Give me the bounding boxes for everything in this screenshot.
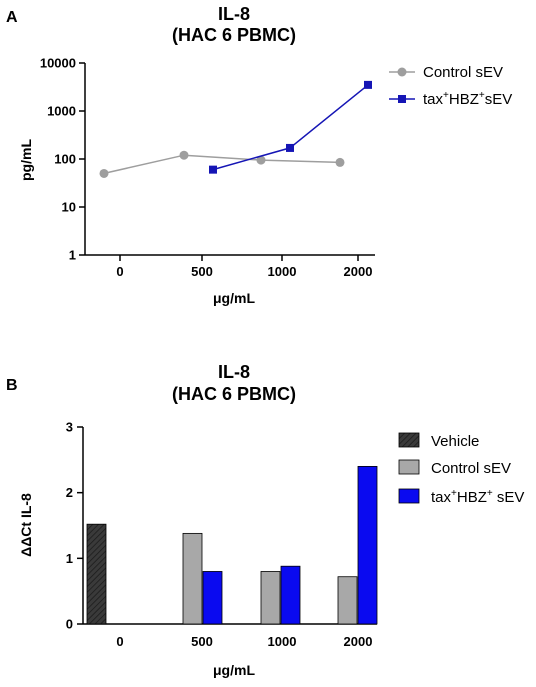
chart-a-xtick-label: 500 bbox=[191, 264, 213, 279]
chart-a-point bbox=[209, 165, 217, 174]
chart-a-ytick-label: 10 bbox=[62, 200, 76, 215]
legend-a-tax-marker bbox=[398, 95, 406, 103]
legend-a-tax-label: tax+HBZ+sEV bbox=[423, 90, 512, 108]
chart-b-y-ticks: 0 1 2 3 bbox=[66, 420, 83, 632]
legend-b-tax-label: tax+HBZ+ sEV bbox=[431, 488, 524, 506]
legend-a-tax-text3: sEV bbox=[485, 91, 513, 108]
legend-b-tax-swatch bbox=[398, 488, 420, 504]
chart-a-point bbox=[364, 80, 372, 89]
chart-a-point bbox=[286, 143, 294, 152]
chart-b-xtick-label: 0 bbox=[116, 634, 123, 649]
chart-a-title: IL-8 bbox=[218, 4, 250, 24]
chart-a-ylabel: pg/mL bbox=[18, 139, 34, 181]
chart-a-x-ticks: 0 500 1000 2000 bbox=[116, 255, 372, 279]
chart-b-bar-s1-c2 bbox=[260, 571, 281, 625]
legend-b-tax: tax+HBZ+ sEV bbox=[398, 488, 524, 506]
legend-b-control-swatch bbox=[398, 459, 420, 475]
legend-a-tax: tax+HBZ+sEV bbox=[389, 90, 512, 108]
chart-a-ytick-label: 100 bbox=[54, 152, 76, 167]
chart-b: B IL-8 (HAC 6 PBMC) 0 1 2 3 0 500 1000 2000 ΔΔ… bbox=[6, 362, 524, 678]
chart-b-title: IL-8 bbox=[218, 362, 250, 382]
chart-a-point bbox=[179, 150, 189, 160]
chart-a-series-1 bbox=[209, 80, 372, 174]
chart-b-x-ticks: 0 500 1000 2000 bbox=[116, 634, 372, 649]
chart-b-bars bbox=[86, 465, 378, 625]
chart-a-subtitle: (HAC 6 PBMC) bbox=[172, 25, 296, 45]
legend-b-control: Control sEV bbox=[398, 459, 511, 477]
chart-a-y-ticks: 1 10 100 1000 10000 bbox=[40, 56, 85, 263]
chart-b-xtick-label: 2000 bbox=[344, 634, 373, 649]
panel-label-a: A bbox=[6, 9, 18, 26]
chart-a-series bbox=[99, 80, 372, 178]
legend-a-tax-sup1: + bbox=[443, 90, 449, 101]
chart-b-xlabel: μg/mL bbox=[213, 662, 255, 678]
chart-b-ytick-label: 1 bbox=[66, 551, 73, 566]
chart-b-bar-s2-c2 bbox=[280, 565, 301, 625]
legend-b-tax-text1: tax bbox=[431, 489, 452, 506]
chart-a-series-0 bbox=[99, 150, 345, 178]
chart-a-point bbox=[99, 168, 109, 178]
chart-b-ytick-label: 2 bbox=[66, 485, 73, 500]
legend-a-control: Control sEV bbox=[389, 64, 503, 81]
legend-a-tax-sup2: + bbox=[479, 90, 485, 101]
chart-b-bar-s1-c3 bbox=[337, 576, 358, 625]
chart-b-ytick-label: 0 bbox=[66, 617, 73, 632]
chart-b-bar-s2-c1 bbox=[202, 571, 223, 625]
chart-a: A IL-8 (HAC 6 PBMC) 1 10 100 1000 10000 0 500… bbox=[6, 4, 512, 306]
chart-a-ytick-label: 1000 bbox=[47, 104, 76, 119]
chart-b-xtick-label: 500 bbox=[191, 634, 213, 649]
chart-a-xtick-label: 0 bbox=[116, 264, 123, 279]
chart-a-xtick-label: 2000 bbox=[344, 264, 373, 279]
chart-a-ytick-label: 10000 bbox=[40, 56, 76, 71]
chart-b-ytick-label: 3 bbox=[66, 420, 73, 435]
legend-b-vehicle-label: Vehicle bbox=[431, 433, 479, 450]
chart-a-ytick-label: 1 bbox=[69, 248, 76, 263]
chart-b-ylabel: ΔΔCt IL-8 bbox=[18, 493, 34, 557]
legend-b-tax-text3: sEV bbox=[493, 489, 525, 506]
chart-b-bar-s2-c3 bbox=[357, 465, 378, 625]
legend-b-vehicle-swatch bbox=[398, 432, 420, 448]
chart-b-xtick-label: 1000 bbox=[268, 634, 297, 649]
legend-a-control-marker bbox=[397, 67, 407, 77]
panel-label-b: B bbox=[6, 377, 18, 394]
legend-b-control-label: Control sEV bbox=[431, 460, 511, 477]
legend-a-tax-text1: tax bbox=[423, 91, 444, 108]
chart-a-series-1-line bbox=[212, 84, 369, 171]
chart-a-xtick-label: 1000 bbox=[268, 264, 297, 279]
chart-a-xlabel: μg/mL bbox=[213, 290, 255, 306]
chart-b-bar-s0-c0 bbox=[86, 523, 107, 625]
legend-b-tax-sup2: + bbox=[487, 488, 493, 499]
legend-b-tax-sup1: + bbox=[451, 488, 457, 499]
legend-a-tax-text2: HBZ bbox=[449, 91, 479, 108]
chart-b-legend: Vehicle Control sEV tax+HBZ+ sEV bbox=[398, 432, 524, 506]
legend-a-control-label: Control sEV bbox=[423, 64, 503, 81]
legend-b-vehicle: Vehicle bbox=[398, 432, 479, 450]
chart-b-bar-s1-c1 bbox=[182, 532, 203, 625]
legend-b-tax-text2: HBZ bbox=[457, 489, 487, 506]
chart-a-series-0-line bbox=[103, 154, 341, 175]
chart-a-point bbox=[335, 157, 345, 167]
chart-a-point bbox=[256, 155, 266, 165]
chart-a-legend: Control sEV tax+HBZ+sEV bbox=[389, 64, 512, 108]
chart-b-subtitle: (HAC 6 PBMC) bbox=[172, 384, 296, 404]
